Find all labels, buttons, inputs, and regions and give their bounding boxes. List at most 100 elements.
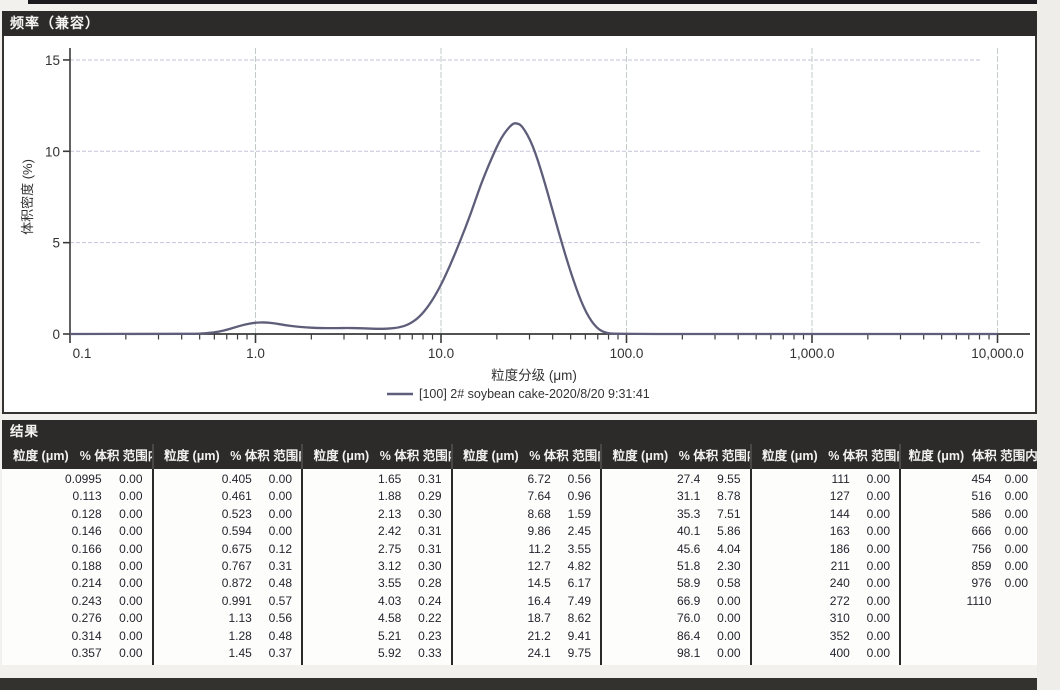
table-row: 8.68 1.59 [453,506,601,523]
volume-percent-cell: 0.00 [119,645,143,660]
results-body-group: 0.405 0.00 0.461 0.00 0.523 0.00 0.594 0.00 0.67… [151,469,302,665]
x-tick-label: 1,000.0 [789,346,834,361]
volume-percent-cell: 0.00 [268,489,292,504]
size-cell: 1.28 [228,628,252,643]
table-row: 98.1 0.00 [602,645,750,662]
header-size-label: 粒度 (μm) [313,449,370,463]
table-row: 211 0.00 [752,558,900,575]
table-row: 86.4 0.00 [602,628,750,645]
table-row: 0.594 0.00 [154,523,302,540]
size-cell: 0.357 [71,645,102,660]
size-cell: 1.13 [228,611,252,626]
size-cell: 51.8 [676,558,701,573]
volume-percent-cell: 0.31 [268,558,292,573]
table-row: 186 0.00 [752,541,900,558]
scan-edge-line [28,0,1060,4]
x-tick-label: 10.0 [428,346,454,361]
table-row: 1.65 0.31 [303,471,451,488]
volume-percent-cell: 0.00 [866,558,890,573]
size-cell: 0.767 [221,558,252,573]
y-tick-label: 10 [45,144,60,159]
volume-percent-cell: 0.00 [866,576,890,591]
volume-percent-cell: 0.00 [866,472,890,486]
size-cell: 0.314 [71,628,102,643]
size-cell: 0.872 [221,576,252,591]
table-row: 21.2 9.41 [453,628,601,645]
volume-percent-cell: 0.57 [268,593,292,608]
volume-percent-cell: 0.29 [418,489,442,504]
size-cell: 45.6 [676,541,701,556]
volume-percent-cell: 0.00 [1004,489,1028,504]
table-row: 11.2 3.55 [453,541,601,558]
volume-percent-cell: 0.31 [418,524,442,539]
table-row: 0.188 0.00 [2,558,152,575]
size-cell: 0.405 [221,472,252,486]
volume-percent-cell: 3.55 [567,541,591,556]
table-row: 12.7 4.82 [453,558,601,575]
table-row: 1110 [901,593,1037,610]
table-row: 516 0.00 [901,488,1037,505]
legend-label: [100] 2# soybean cake-2020/8/20 9:31:41 [419,387,650,401]
table-row: 756 0.00 [901,541,1037,558]
table-row: 272 0.00 [752,593,900,610]
size-cell: 0.991 [221,593,252,608]
size-cell: 516 [971,489,992,504]
results-body-group: 0.0995 0.00 0.113 0.00 0.128 0.00 0.146 0.00 0.1… [2,469,152,665]
size-cell: 240 [829,576,850,591]
table-row: 400 0.00 [752,645,900,662]
volume-percent-cell: 0.00 [866,645,890,660]
table-row: 0.276 0.00 [2,610,152,627]
table-row: 3.55 0.28 [303,575,451,592]
volume-percent-cell: 0.00 [119,576,143,591]
size-cell: 400 [829,645,850,660]
table-row: 58.9 0.58 [602,575,750,592]
volume-percent-cell: 0.58 [717,576,741,591]
volume-percent-cell: 0.00 [268,472,292,486]
size-cell: 0.461 [221,489,252,504]
volume-percent-cell: 0.00 [268,524,292,539]
y-tick-label: 5 [52,236,60,251]
table-row: 3.12 0.30 [303,558,451,575]
size-cell: 1.65 [377,472,402,486]
volume-percent-cell: 1.59 [567,506,591,521]
size-cell: 76.0 [676,611,701,626]
size-cell: 1110 [966,593,992,608]
y-tick-label: 0 [52,327,60,342]
volume-percent-cell: 0.00 [1004,558,1028,573]
volume-percent-cell: 2.30 [717,558,741,573]
table-row: 352 0.00 [752,628,900,645]
size-cell: 9.86 [527,524,551,539]
volume-percent-cell: 5.86 [717,524,741,539]
size-cell: 0.113 [72,489,102,504]
size-cell: 2.42 [377,524,402,539]
volume-percent-cell: 0.00 [866,593,890,608]
table-row: 1.28 0.48 [154,628,302,645]
size-cell: 2.13 [377,506,402,521]
size-cell: 3.55 [377,576,402,591]
size-cell: 3.12 [377,558,402,573]
table-row: 6.72 0.56 [453,471,601,488]
volume-percent-cell: 6.17 [567,576,591,591]
size-cell: 66.9 [676,593,701,608]
table-row: 45.6 4.04 [602,541,750,558]
results-header-group: 粒度 (μm) % 体积 范围内 [301,444,460,469]
size-cell: 24.1 [527,645,551,660]
volume-percent-cell: 0.00 [1004,524,1028,539]
size-cell: 976 [971,576,992,591]
volume-percent-cell: 0.00 [119,541,143,556]
size-cell: 352 [829,628,850,643]
size-cell: 310 [829,611,850,626]
size-cell: 12.7 [527,558,551,573]
results-header-group: 粒度 (μm) % 体积 范围内 [600,444,759,469]
table-row: 0.523 0.00 [154,506,302,523]
size-cell: 0.243 [71,593,102,608]
volume-percent-cell: 0.12 [268,541,292,556]
size-cell: 21.2 [527,628,551,643]
volume-percent-cell: 9.41 [567,628,591,643]
size-cell: 16.4 [527,593,551,608]
table-row: 0.872 0.48 [154,575,302,592]
volume-percent-cell: 0.00 [1004,541,1028,556]
volume-percent-cell: 0.00 [866,524,890,539]
size-cell: 35.3 [676,506,701,521]
volume-percent-cell: 0.56 [567,472,591,486]
